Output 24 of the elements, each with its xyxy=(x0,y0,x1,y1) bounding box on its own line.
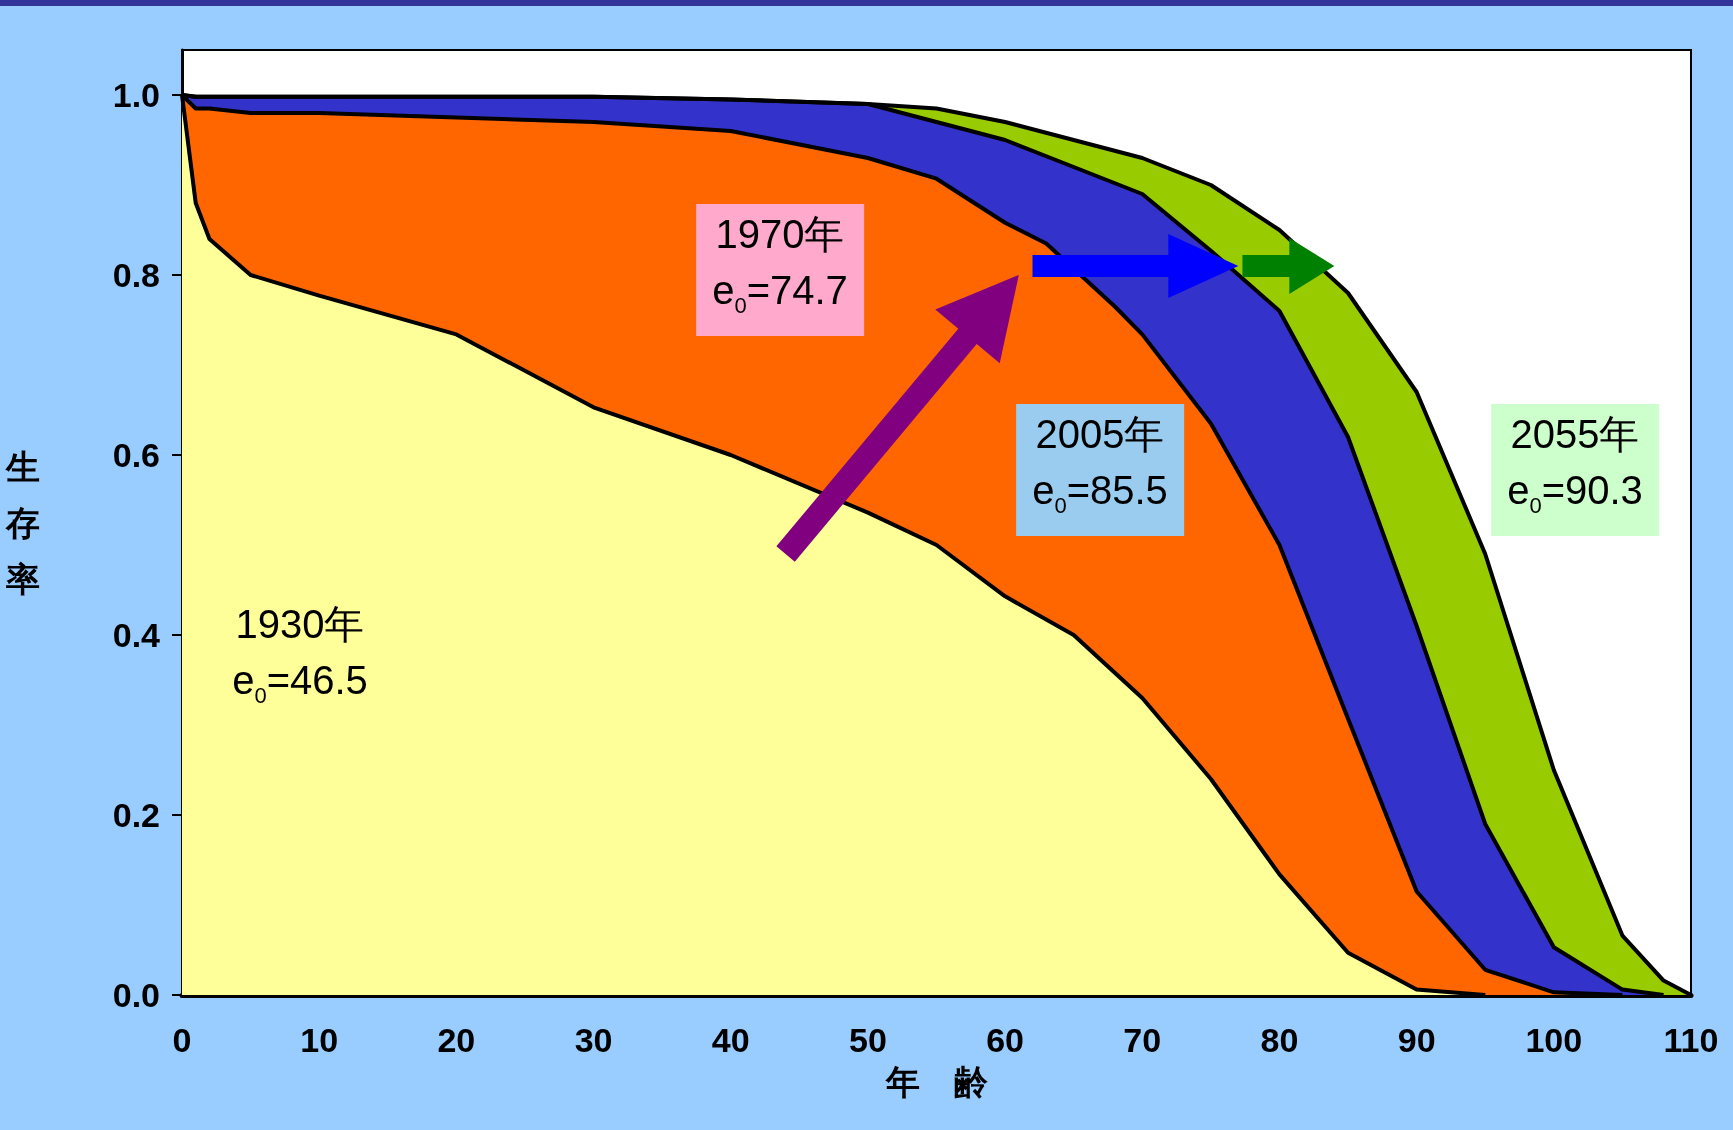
x-tick-label: 100 xyxy=(1525,1021,1583,1059)
x-tick-label: 80 xyxy=(1260,1021,1299,1059)
y-axis-title: 生存率 xyxy=(5,447,40,598)
y-tick-label: 0.2 xyxy=(112,796,160,834)
x-tick-label: 70 xyxy=(1123,1021,1162,1059)
y-tick-label: 1.0 xyxy=(112,76,160,114)
annotation: 2055年 e$_{0}$=90.3 xyxy=(1491,404,1659,536)
x-tick-label: 30 xyxy=(574,1021,613,1059)
y-tick-label: 0.0 xyxy=(112,976,160,1014)
x-tick-label: 20 xyxy=(437,1021,476,1059)
y-tick-label: 0.8 xyxy=(112,256,160,294)
annotation: 2005年 e$_{0}$=85.5 xyxy=(1016,404,1184,536)
x-tick-label: 60 xyxy=(986,1021,1024,1059)
x-tick-label: 110 xyxy=(1663,1021,1719,1059)
annotation: 1930年 e$_{0}$=46.5 xyxy=(216,594,384,726)
y-tick-label: 0.6 xyxy=(112,436,160,474)
x-tick-label: 50 xyxy=(849,1021,887,1059)
annotation: 1970年 e$_{0}$=74.7 xyxy=(696,204,864,336)
x-tick-label: 10 xyxy=(300,1021,339,1059)
x-axis-title: 年 齢 xyxy=(884,1063,988,1101)
y-tick-label: 0.4 xyxy=(112,616,161,654)
x-tick-label: 0 xyxy=(172,1021,192,1059)
x-tick-label: 90 xyxy=(1397,1021,1436,1059)
x-tick-label: 40 xyxy=(711,1021,750,1059)
